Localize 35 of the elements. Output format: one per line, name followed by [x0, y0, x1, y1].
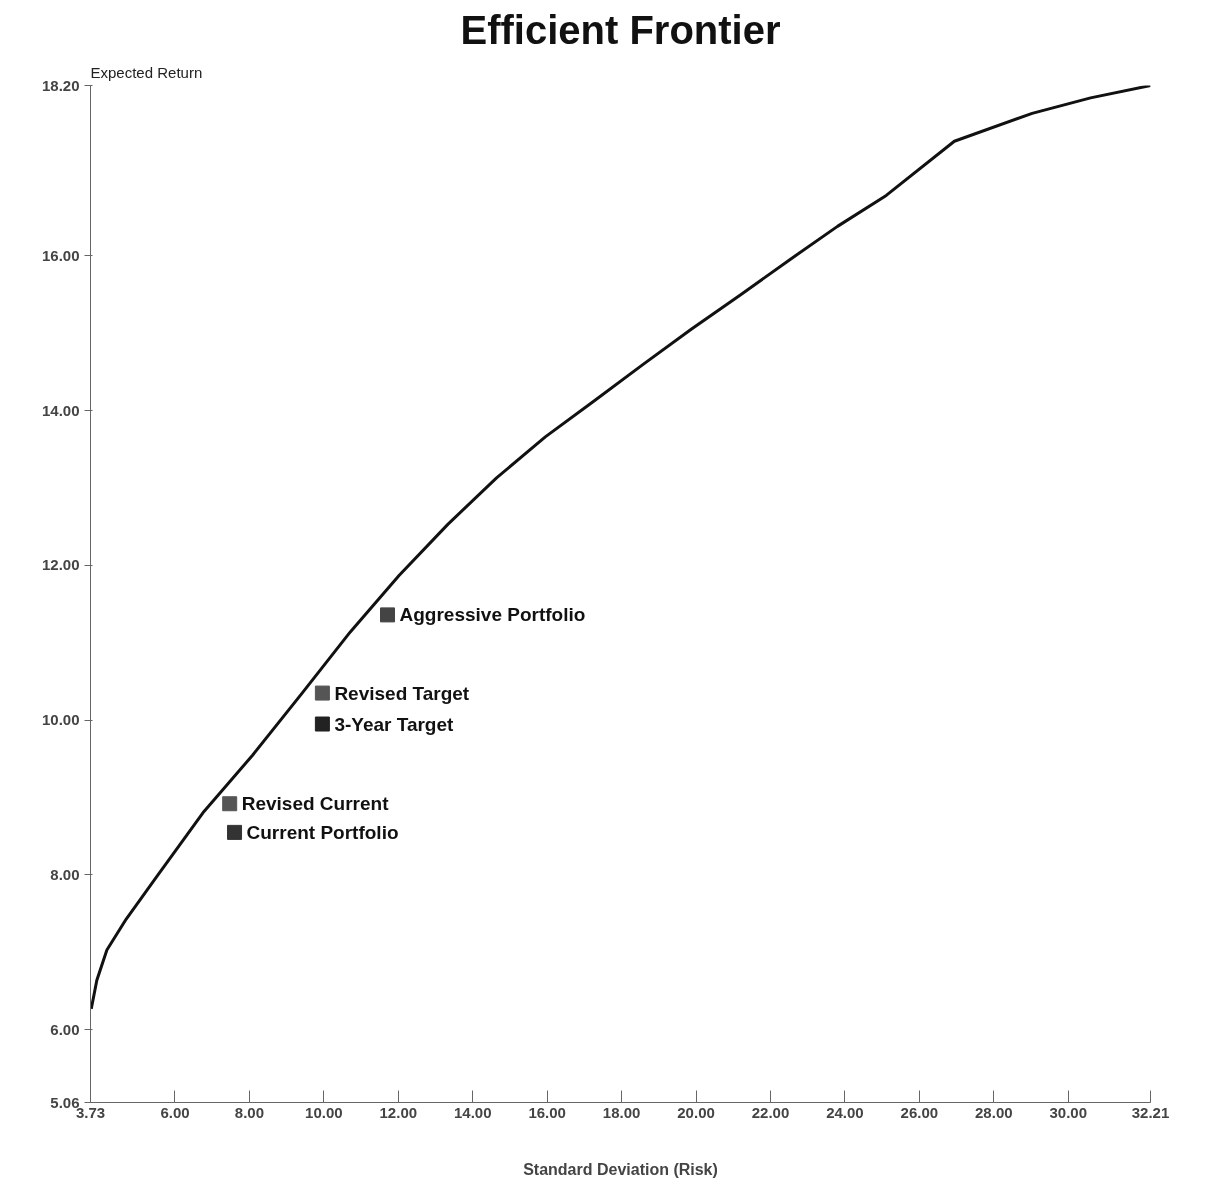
series-label: Aggressive Portfolio [399, 604, 586, 626]
y-tick-label: 12.00 [41, 556, 80, 574]
point [314, 716, 330, 732]
x-tick-label: 12.00 [379, 1103, 418, 1121]
line-series [90, 85, 1151, 1011]
series-label: Revised Current [241, 793, 390, 815]
y-tick-label: 8.00 [50, 865, 80, 883]
y-tick-label: 16.00 [41, 246, 80, 264]
y-axis-title: Expected Return [90, 63, 203, 81]
series-label: 3-Year Target [334, 713, 455, 735]
x-tick-label: 28.00 [975, 1103, 1013, 1121]
point [380, 607, 396, 623]
series-label: Revised Target [334, 682, 470, 704]
x-tick-label: 22.00 [751, 1103, 790, 1121]
y-tick-label: 10.00 [41, 711, 80, 729]
x-tick-label: 26.00 [900, 1103, 939, 1121]
x-tick-label: 16.00 [528, 1103, 566, 1121]
point [227, 824, 243, 840]
point [222, 796, 238, 812]
x-tick-label: 24.00 [826, 1103, 864, 1121]
x-tick-label: 20.00 [677, 1103, 715, 1121]
y-tick-label: 6.00 [50, 1020, 80, 1038]
point [314, 685, 330, 701]
series-label: Current Portfolio [246, 821, 399, 843]
x-tick-label: 30.00 [1049, 1103, 1088, 1121]
x-tick-label: 8.00 [234, 1103, 265, 1121]
x-tick-label: 6.00 [160, 1103, 190, 1121]
y-tick-label: 18.20 [41, 76, 80, 94]
x-tick-label: 14.00 [453, 1103, 492, 1121]
chart-title: Efficient Frontier [460, 7, 781, 52]
x-tick-label: 32.21 [1131, 1103, 1170, 1121]
x-axis-title: Standard Deviation (Risk) [523, 1160, 718, 1178]
x-tick-label: 18.00 [602, 1103, 641, 1121]
y-tick-label: 14.00 [41, 401, 80, 419]
x-tick-label: 10.00 [305, 1103, 343, 1121]
